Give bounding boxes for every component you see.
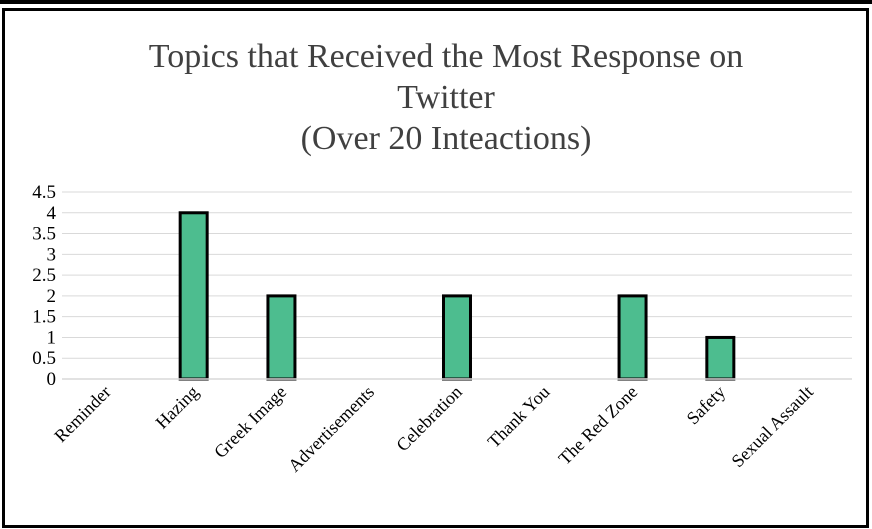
y-tick-label: 2.5 — [32, 265, 56, 286]
y-tick-label: 4 — [47, 203, 57, 224]
x-tick-label: Reminder — [50, 382, 114, 446]
bar — [617, 294, 648, 381]
y-tick-label: 3.5 — [32, 224, 56, 245]
bar — [266, 294, 297, 381]
chart-title-line-3: (Over 20 Inteactions) — [301, 120, 592, 157]
top-border — [0, 0, 872, 4]
x-tick-label: Sexual Assault — [727, 382, 816, 471]
x-tick-label: Thank You — [484, 382, 554, 452]
x-tick-label: Celebration — [392, 382, 466, 456]
bars — [178, 211, 736, 381]
x-tick-label: The Red Zone — [554, 382, 641, 469]
y-tick-label: 0 — [47, 369, 57, 390]
bar — [705, 335, 736, 381]
chart-border — [2, 8, 869, 528]
y-tick-label: 1 — [47, 327, 57, 348]
bar — [178, 211, 209, 381]
y-tick-label: 1.5 — [32, 307, 56, 328]
x-tick-label: Safety — [683, 382, 730, 429]
x-tick-label: Hazing — [152, 382, 203, 433]
y-axis: 00.511.522.533.544.5 — [32, 182, 56, 390]
chart-title-line-2: Twitter — [397, 79, 495, 116]
x-tick-label: Advertisements — [284, 382, 378, 476]
y-tick-label: 0.5 — [32, 348, 56, 369]
x-tick-label: Greek Image — [210, 382, 290, 462]
y-tick-label: 4.5 — [32, 182, 56, 203]
y-tick-label: 3 — [47, 244, 57, 265]
y-tick-label: 2 — [47, 286, 57, 307]
chart-title-line-1: Topics that Received the Most Response o… — [149, 38, 743, 75]
chart-title: Topics that Received the Most Response o… — [149, 38, 743, 157]
bar — [442, 294, 472, 381]
